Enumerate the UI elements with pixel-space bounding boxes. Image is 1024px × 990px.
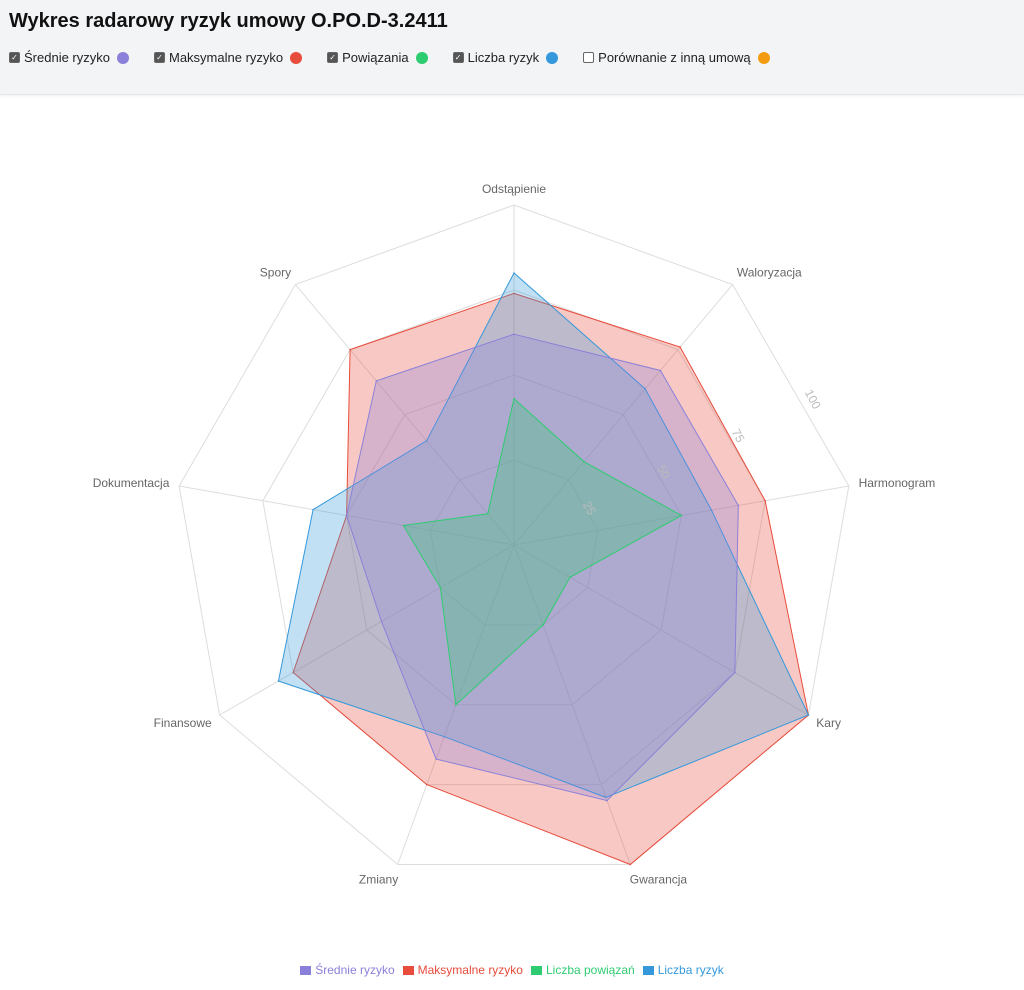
legend-swatch-icon [300,965,312,975]
axis-label: Waloryzacja [737,265,802,279]
axis-label: Zmiany [359,873,398,887]
tick-label: 50 [654,463,673,482]
data-point [764,499,766,502]
tick-label: 25 [580,499,599,518]
checkbox[interactable]: ✓ [452,52,464,63]
data-point [277,680,280,682]
color-dot-icon [116,51,129,64]
data-point [605,796,607,799]
data-point [312,508,314,511]
axis-label: Finansowe [154,716,212,730]
toggle-label: Powiązania [342,50,409,65]
toggle-1[interactable]: ✓ Maksymalne ryzyko [153,50,303,65]
legend-label: Średnie ryzyko [315,963,395,977]
toggle-label: Porównanie z inną umową [598,50,751,65]
toggle-label: Średnie ryzyko [24,50,110,65]
legend-item[interactable]: Maksymalne ryzyko [402,963,523,977]
checkbox[interactable]: ✓ [153,52,165,63]
data-point [659,369,662,372]
data-point [380,620,383,623]
toggle-4[interactable]: Porównanie z inną umową [583,50,770,65]
grid-ring [262,289,766,786]
legend-item[interactable]: Liczba powiązań [530,963,635,977]
color-dot-icon [290,51,303,64]
legend-swatch-icon [642,965,654,975]
tick-label: 100 [802,387,824,412]
color-dot-icon [415,51,428,64]
data-point [583,460,585,463]
data-point [807,714,810,716]
toggle-3[interactable]: ✓ Liczba ryzyk [452,50,559,65]
toggle-2[interactable]: ✓ Powiązania [327,50,428,65]
series-area-2 [346,333,739,802]
series-area-1 [277,272,810,798]
data-point [629,863,632,866]
series-area-3 [402,397,683,706]
chart-legend: Średnie ryzyko Maksymalne ryzyko Liczba po… [0,963,1024,977]
data-point [443,735,446,738]
grid-spoke [513,284,733,546]
header: Wykres radarowy ryzyk umowy O.PO.D-3.241… [0,0,1024,95]
axis-label: Kary [816,716,841,730]
data-point [375,380,378,382]
grid-spoke [295,284,515,546]
data-point [425,440,428,442]
legend-swatch-icon [530,965,542,975]
color-dot-icon [546,51,559,64]
data-point [513,272,515,274]
checkbox[interactable]: ✓ [9,52,20,63]
series-toggles: ✓ Średnie ryzyko ✓ Maksymalne ryzyko ✓ Powiąz… [9,50,795,65]
data-point [542,624,544,626]
data-point [439,586,442,589]
data-point [680,514,683,517]
axis-label: Gwarancja [630,873,688,887]
toggle-0[interactable]: ✓ Średnie ryzyko [9,50,129,65]
radar-chart: 25 50 75 100 Odstąpienie Waloryzacja Harmonogr… [93,182,936,887]
color-dot-icon [757,51,770,64]
data-point [486,512,489,515]
legend-item[interactable]: Liczba ryzyk [642,963,724,977]
data-point [435,758,437,760]
grid-ring [178,204,850,865]
axis-label: Harmonogram [859,476,936,490]
legend-label: Liczba powiązań [545,963,635,977]
toggle-label: Liczba ryzyk [467,50,540,65]
data-point [606,799,608,802]
grid-spoke [219,544,515,716]
legend-label: Liczba ryzyk [657,963,724,977]
data-point [734,671,736,674]
data-point [513,292,515,295]
data-point [679,346,681,348]
toggle-label: Maksymalne ryzyko [168,50,284,65]
data-point [349,348,351,351]
axis-label: Spory [260,265,291,279]
grid-spoke [513,544,809,716]
data-point [345,514,348,517]
data-point [402,524,405,527]
data-point [644,387,646,390]
data-point [455,703,457,706]
legend-item[interactable]: Średnie ryzyko [300,963,395,977]
checkbox[interactable]: ✓ [327,52,339,63]
data-point [710,509,713,511]
data-point [569,576,571,579]
data-point [425,783,428,786]
data-point [292,671,294,674]
data-point [737,504,740,507]
axis-label: Dokumentacja [93,476,170,490]
series-area-0 [292,292,809,866]
tick-label: 75 [729,426,748,445]
grid-ring [346,374,682,706]
legend-swatch-icon [402,965,414,975]
data-point [513,333,515,335]
page-title: Wykres radarowy ryzyk umowy O.PO.D-3.241… [9,10,448,32]
checkbox[interactable] [583,52,595,63]
axis-label: Odstąpienie [482,182,546,196]
grid-ring [429,459,599,626]
legend-label: Maksymalne ryzyko [417,963,523,977]
data-point [513,398,515,400]
grid-spoke [513,544,631,865]
